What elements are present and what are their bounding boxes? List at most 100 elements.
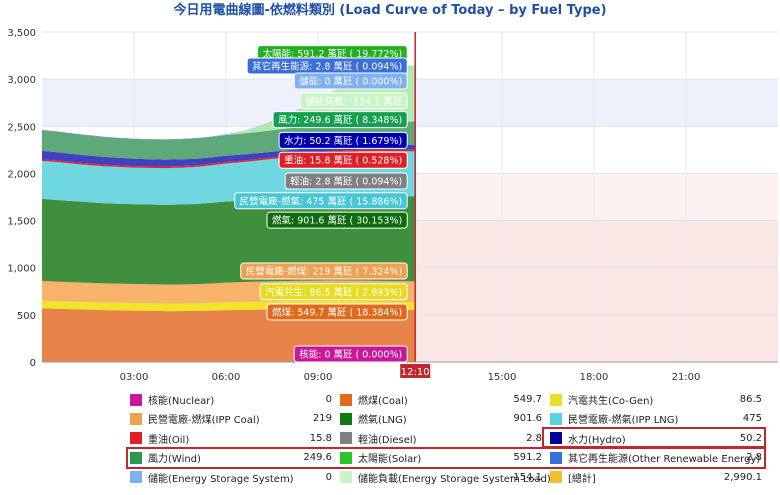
- tooltip-text: 民營電廠-燃煤: 219 萬瓩 ( 7.324%): [246, 266, 402, 278]
- legend-item[interactable]: 水力(Hydro): [550, 429, 626, 448]
- tooltip-box: [240, 262, 408, 280]
- legend-value: 2.8: [526, 432, 542, 444]
- legend-swatch: [340, 432, 352, 445]
- tooltip-1: 其它再生能源: 2.8 萬瓩 ( 0.094%): [246, 57, 408, 75]
- tooltip-box: [266, 303, 408, 321]
- legend-name: 其它再生能源(Other Renewable Energy): [568, 454, 761, 466]
- highlight-hydro: [542, 426, 766, 449]
- legend-item[interactable]: 儲能負載(Energy Storage System Load): [340, 468, 551, 487]
- legend-item[interactable]: 輕油(Diesel): [340, 429, 417, 448]
- tooltip-box: [293, 345, 408, 363]
- legend-value: 2,990.1: [723, 471, 762, 483]
- legend-name: 水力(Hydro): [568, 434, 626, 446]
- tooltip-text: 風力: 249.6 萬瓩 ( 8.348%): [278, 114, 402, 126]
- legend-value: 0: [325, 394, 332, 405]
- chart-title: 今日用電曲線圖-依燃料類別 (Load Curve of Today – by …: [173, 3, 607, 18]
- tooltip-12: 燃煤: 549.7 萬瓩 ( 18.384%): [266, 303, 408, 321]
- legend-row: 風力(Wind) 249.6 太陽能(Solar) 591.2 其它再生能源(Other…: [130, 448, 770, 467]
- area-series-7: [42, 144, 416, 167]
- legend-value: 901.6: [513, 413, 542, 425]
- legend-item[interactable]: 太陽能(Solar): [340, 448, 421, 467]
- legend-item[interactable]: 風力(Wind): [130, 448, 201, 467]
- legend-row: 重油(Oil) 15.8 輕油(Diesel) 2.8 水力(Hydro) 50.2: [130, 429, 770, 448]
- legend-name: 風力(Wind): [148, 454, 201, 466]
- legend-value: -154.1: [509, 471, 542, 483]
- legend-value: 249.6: [303, 452, 332, 464]
- legend-item[interactable]: 核能(Nuclear): [130, 390, 214, 409]
- tooltip-7: 輕油: 2.8 萬瓩 ( 0.094%): [284, 172, 408, 190]
- legend-row: 核能(Nuclear) 0 燃煤(Coal) 549.7 汽電共生(Co-Gen) 86.…: [130, 390, 770, 409]
- legend-swatch: [130, 412, 142, 425]
- legend-name: 民營電廠-燃氣(IPP LNG): [568, 415, 679, 427]
- y-tick-label: 2,000: [7, 169, 36, 180]
- legend-row: 民營電廠-燃煤(IPP Coal) 219 燃氣(LNG) 901.6 民營電廠-燃氣(…: [130, 409, 770, 428]
- tooltip-text: 燃煤: 549.7 萬瓩 ( 18.384%): [272, 307, 402, 319]
- legend-swatch: [340, 471, 352, 484]
- tooltip-box: [299, 92, 408, 110]
- y-tick-label: 1,500: [7, 217, 36, 228]
- legend-item[interactable]: 燃氣(LNG): [340, 409, 407, 428]
- legend-swatch: [130, 393, 142, 406]
- load-curve-chart: 0 500 1,000 1,500 2,000 2,500 3,000 3,500 03:00 0…: [7, 28, 778, 383]
- y-tick-label: 500: [17, 311, 36, 322]
- now-marker-label: 12:10: [401, 367, 430, 378]
- legend-name: 儲能(Energy Storage System): [148, 473, 294, 485]
- legend-name: 核能(Nuclear): [148, 396, 215, 407]
- tooltip-text: 儲能負載: -154.1 萬瓩: [305, 95, 402, 107]
- legend-name: 燃煤(Coal): [358, 396, 408, 407]
- tooltip-text: 燃氣: 901.6 萬瓩 ( 30.153%): [272, 215, 402, 227]
- legend-item[interactable]: 民營電廠-燃煤(IPP Coal): [130, 409, 260, 428]
- highlight-renewables: [126, 447, 766, 469]
- tooltip-2: 儲能: 0 萬瓩 ( 0.000%): [293, 72, 408, 90]
- legend-item[interactable]: 儲能(Energy Storage System): [130, 468, 294, 487]
- tooltip-text: 儲能: 0 萬瓩 ( 0.000%): [299, 76, 402, 88]
- legend-name: [總計]: [568, 473, 596, 485]
- legend-item[interactable]: 其它再生能源(Other Renewable Energy): [550, 448, 760, 467]
- tooltip-8: 民營電廠-燃氣: 475 萬瓩 ( 15.886%): [234, 192, 408, 210]
- tooltip-box: [293, 72, 408, 90]
- x-tick-label: 15:00: [488, 372, 517, 383]
- tooltip-6: 重油: 15.8 萬瓩 ( 0.528%): [278, 151, 408, 169]
- tooltip-text: 輕油: 2.8 萬瓩 ( 0.094%): [290, 175, 402, 187]
- legend-value: 591.2: [513, 452, 542, 464]
- legend-name: 民營電廠-燃煤(IPP Coal): [148, 415, 260, 427]
- y-tick-label: 0: [30, 358, 36, 369]
- y-tick-label: 1,000: [7, 264, 36, 275]
- legend-item[interactable]: 民營電廠-燃氣(IPP LNG): [550, 409, 678, 428]
- legend-item[interactable]: 汽電共生(Co-Gen): [550, 390, 653, 409]
- legend-swatch: [550, 432, 562, 445]
- legend-swatch: [550, 451, 562, 464]
- legend-value: 86.5: [739, 394, 762, 405]
- legend-value: 15.8: [309, 432, 332, 444]
- tooltip-5: 水力: 50.2 萬瓩 ( 1.679%): [278, 131, 408, 149]
- legend-row: 儲能(Energy Storage System) 0 儲能負載(Energy St…: [130, 468, 770, 487]
- tooltip-box: [259, 283, 408, 301]
- tooltip-box: [284, 172, 408, 190]
- legend-value: 475: [742, 413, 762, 425]
- legend-swatch: [550, 412, 562, 425]
- tooltip-10: 民營電廠-燃煤: 219 萬瓩 ( 7.324%): [240, 262, 408, 280]
- legend-value: 2.8: [746, 452, 762, 464]
- tooltip-box: [278, 151, 408, 169]
- legend-name: 汽電共生(Co-Gen): [568, 396, 654, 407]
- tooltip-text: 重油: 15.8 萬瓩 ( 0.528%): [284, 155, 402, 167]
- tooltip-text: 核能: 0 萬瓩 ( 0.000%): [299, 348, 402, 360]
- legend-name: 重油(Oil): [148, 434, 190, 446]
- x-tick-label: 09:00: [304, 372, 333, 383]
- tooltip-11: 汽電共生: 86.5 萬瓩 ( 2.893%): [259, 283, 408, 301]
- tooltip-text: 太陽能: 591.2 萬瓩 ( 19.772%): [263, 48, 403, 60]
- y-tick-label: 3,000: [7, 75, 36, 86]
- legend-name: 輕油(Diesel): [358, 434, 417, 446]
- legend-item[interactable]: [總計]: [550, 468, 596, 487]
- tooltip-text: 民營電廠-燃氣: 475 萬瓩 ( 15.886%): [240, 195, 403, 207]
- legend-name: 燃氣(LNG): [358, 415, 407, 427]
- fuel-legend: 核能(Nuclear) 0 燃煤(Coal) 549.7 汽電共生(Co-Gen) 86.…: [126, 390, 770, 487]
- legend-swatch: [340, 393, 352, 406]
- legend-item[interactable]: 燃煤(Coal): [340, 390, 408, 409]
- legend-name: 太陽能(Solar): [358, 454, 422, 466]
- tooltip-box: [266, 211, 408, 229]
- legend-item[interactable]: 重油(Oil): [130, 429, 189, 448]
- x-tick-label: 21:00: [672, 372, 701, 383]
- tooltip-4: 風力: 249.6 萬瓩 ( 8.348%): [272, 111, 408, 129]
- legend-value: 50.2: [739, 432, 762, 444]
